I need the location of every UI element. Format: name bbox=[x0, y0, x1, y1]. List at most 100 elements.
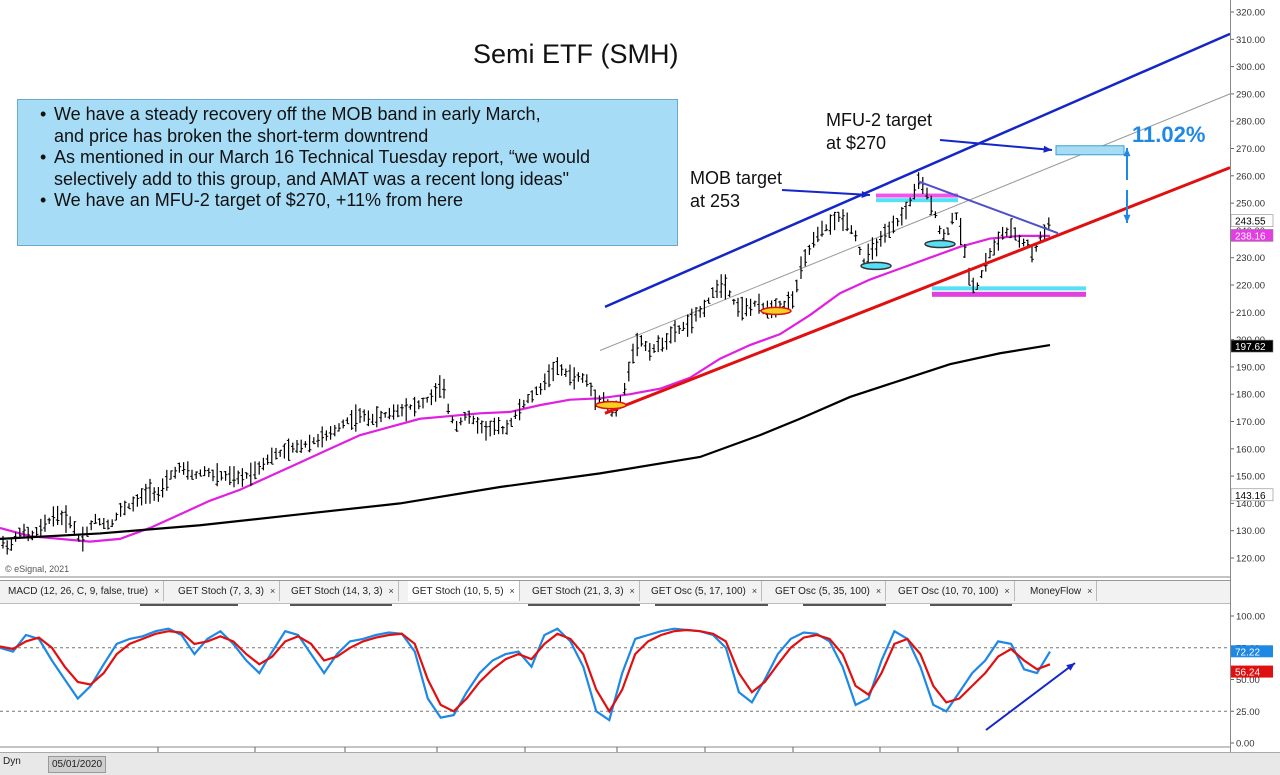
indicator-tab-label: MACD (12, 26, C, 9, false, true) bbox=[8, 586, 149, 597]
price-bar bbox=[202, 466, 207, 477]
price-bar bbox=[282, 443, 287, 459]
price-bar bbox=[114, 512, 119, 521]
close-icon[interactable]: × bbox=[1004, 586, 1010, 596]
mob-target-arrow-shaft bbox=[781, 189, 871, 196]
start-date-field[interactable]: 05/01/2020 bbox=[48, 756, 106, 773]
price-label-text: 238.16 bbox=[1235, 231, 1266, 242]
price-bar bbox=[572, 367, 576, 390]
price-bar bbox=[370, 413, 375, 426]
price-bar bbox=[753, 300, 757, 307]
price-bar bbox=[580, 373, 585, 383]
price-bar bbox=[295, 439, 299, 454]
price-tick-label: 210.00 bbox=[1236, 308, 1265, 319]
price-bar bbox=[9, 538, 14, 551]
indicator-tab[interactable]: MACD (12, 26, C, 9, false, true) × bbox=[4, 581, 165, 601]
esignal-watermark: © eSignal, 2021 bbox=[5, 564, 69, 574]
close-icon[interactable]: × bbox=[509, 586, 515, 596]
price-bar bbox=[89, 520, 93, 531]
indicator-tab-label: GET Osc (10, 70, 100) bbox=[898, 586, 999, 597]
price-label-box bbox=[1230, 214, 1274, 228]
indicator-tab-label: GET Stoch (7, 3, 3) bbox=[178, 586, 264, 597]
price-tick-label: 280.00 bbox=[1236, 117, 1265, 128]
indicator-tab[interactable]: GET Stoch (14, 3, 3) × bbox=[287, 581, 399, 601]
price-bar bbox=[442, 378, 446, 399]
price-bar bbox=[257, 461, 261, 475]
mob-target-arrow bbox=[781, 189, 871, 199]
percent-arrow-up-head bbox=[1123, 148, 1131, 157]
close-icon[interactable]: × bbox=[875, 586, 882, 596]
osc-label-text: 56.24 bbox=[1235, 668, 1260, 679]
price-bar bbox=[26, 526, 30, 542]
price-bar bbox=[106, 519, 110, 530]
price-bar bbox=[173, 466, 177, 479]
indicator-tab[interactable]: GET Osc (5, 35, 100) × bbox=[771, 581, 887, 601]
date-scroll-bar[interactable]: Dyn 05/01/2020 bbox=[0, 752, 1280, 775]
price-bar bbox=[874, 238, 879, 257]
indicator-tab[interactable]: MoneyFlow × bbox=[1026, 581, 1098, 601]
price-bar bbox=[198, 469, 203, 477]
price-bar bbox=[337, 423, 341, 432]
price-bar bbox=[660, 337, 665, 352]
price-bar bbox=[992, 239, 996, 256]
swing-marker bbox=[595, 400, 627, 410]
price-bar bbox=[417, 400, 421, 410]
price-bar bbox=[547, 364, 551, 388]
upper-channel-line bbox=[604, 32, 1231, 308]
swing-marker bbox=[860, 261, 892, 271]
close-icon[interactable]: × bbox=[751, 586, 758, 596]
price-bar bbox=[996, 231, 1001, 251]
dyn-toggle[interactable]: Dyn bbox=[3, 756, 21, 767]
price-bar bbox=[576, 372, 581, 382]
close-icon[interactable]: × bbox=[629, 586, 635, 596]
moving-average-ma-long bbox=[0, 343, 1051, 540]
price-bar bbox=[379, 410, 383, 423]
price-bar bbox=[513, 410, 518, 420]
indicator-tab[interactable]: GET Stoch (21, 3, 3) × bbox=[528, 581, 640, 601]
price-bar bbox=[530, 390, 534, 403]
price-bar bbox=[328, 426, 333, 440]
price-bar bbox=[723, 274, 728, 300]
price-tick-label: 220.00 bbox=[1236, 281, 1265, 292]
price-bar bbox=[22, 523, 26, 538]
price-bar bbox=[118, 502, 123, 517]
oscillator-trend-arrow bbox=[985, 662, 1076, 731]
price-bar bbox=[467, 410, 471, 424]
price-tick-label: 150.00 bbox=[1236, 472, 1265, 483]
price-bar bbox=[958, 217, 963, 246]
close-icon[interactable]: × bbox=[388, 586, 394, 596]
price-bar bbox=[144, 483, 148, 504]
indicator-tab-label: GET Osc (5, 35, 100) bbox=[775, 586, 870, 597]
price-bar bbox=[639, 335, 644, 347]
price-bar bbox=[799, 256, 803, 279]
price-bar bbox=[131, 496, 135, 512]
price-bar bbox=[249, 462, 253, 487]
short-term-downtrend-line bbox=[917, 180, 1059, 235]
price-bar bbox=[652, 344, 656, 354]
close-icon[interactable]: × bbox=[154, 586, 160, 596]
price-bar bbox=[190, 469, 194, 480]
price-bar bbox=[1, 535, 5, 549]
price-bar bbox=[975, 282, 980, 290]
indicator-tab[interactable]: GET Stoch (7, 3, 3) × bbox=[174, 581, 281, 601]
indicator-tab[interactable]: GET Osc (10, 70, 100) × bbox=[894, 581, 1015, 601]
oscillator-fast-line bbox=[0, 627, 1051, 722]
price-bar bbox=[240, 468, 245, 487]
price-bar bbox=[135, 494, 140, 507]
close-icon[interactable]: × bbox=[1087, 586, 1093, 596]
close-icon[interactable]: × bbox=[269, 586, 276, 596]
price-bar bbox=[946, 227, 950, 236]
price-bar bbox=[211, 469, 215, 482]
note-line-5: We have an MFU-2 target of $270, +11% fr… bbox=[54, 190, 464, 210]
mfu2-target-arrow-shaft bbox=[939, 139, 1053, 151]
price-bar bbox=[412, 396, 417, 417]
indicator-tab[interactable]: GET Stoch (10, 5, 5) × bbox=[408, 581, 520, 601]
price-tick-label: 130.00 bbox=[1236, 526, 1265, 537]
price-bar bbox=[534, 386, 539, 396]
mfu2-target-arrow bbox=[939, 139, 1053, 153]
indicator-tab[interactable]: GET Osc (5, 17, 100) × bbox=[647, 581, 763, 601]
price-bar bbox=[286, 438, 291, 461]
price-bar bbox=[307, 434, 312, 453]
price-bar bbox=[715, 279, 719, 298]
price-bar bbox=[568, 364, 572, 386]
price-bar bbox=[543, 373, 547, 391]
